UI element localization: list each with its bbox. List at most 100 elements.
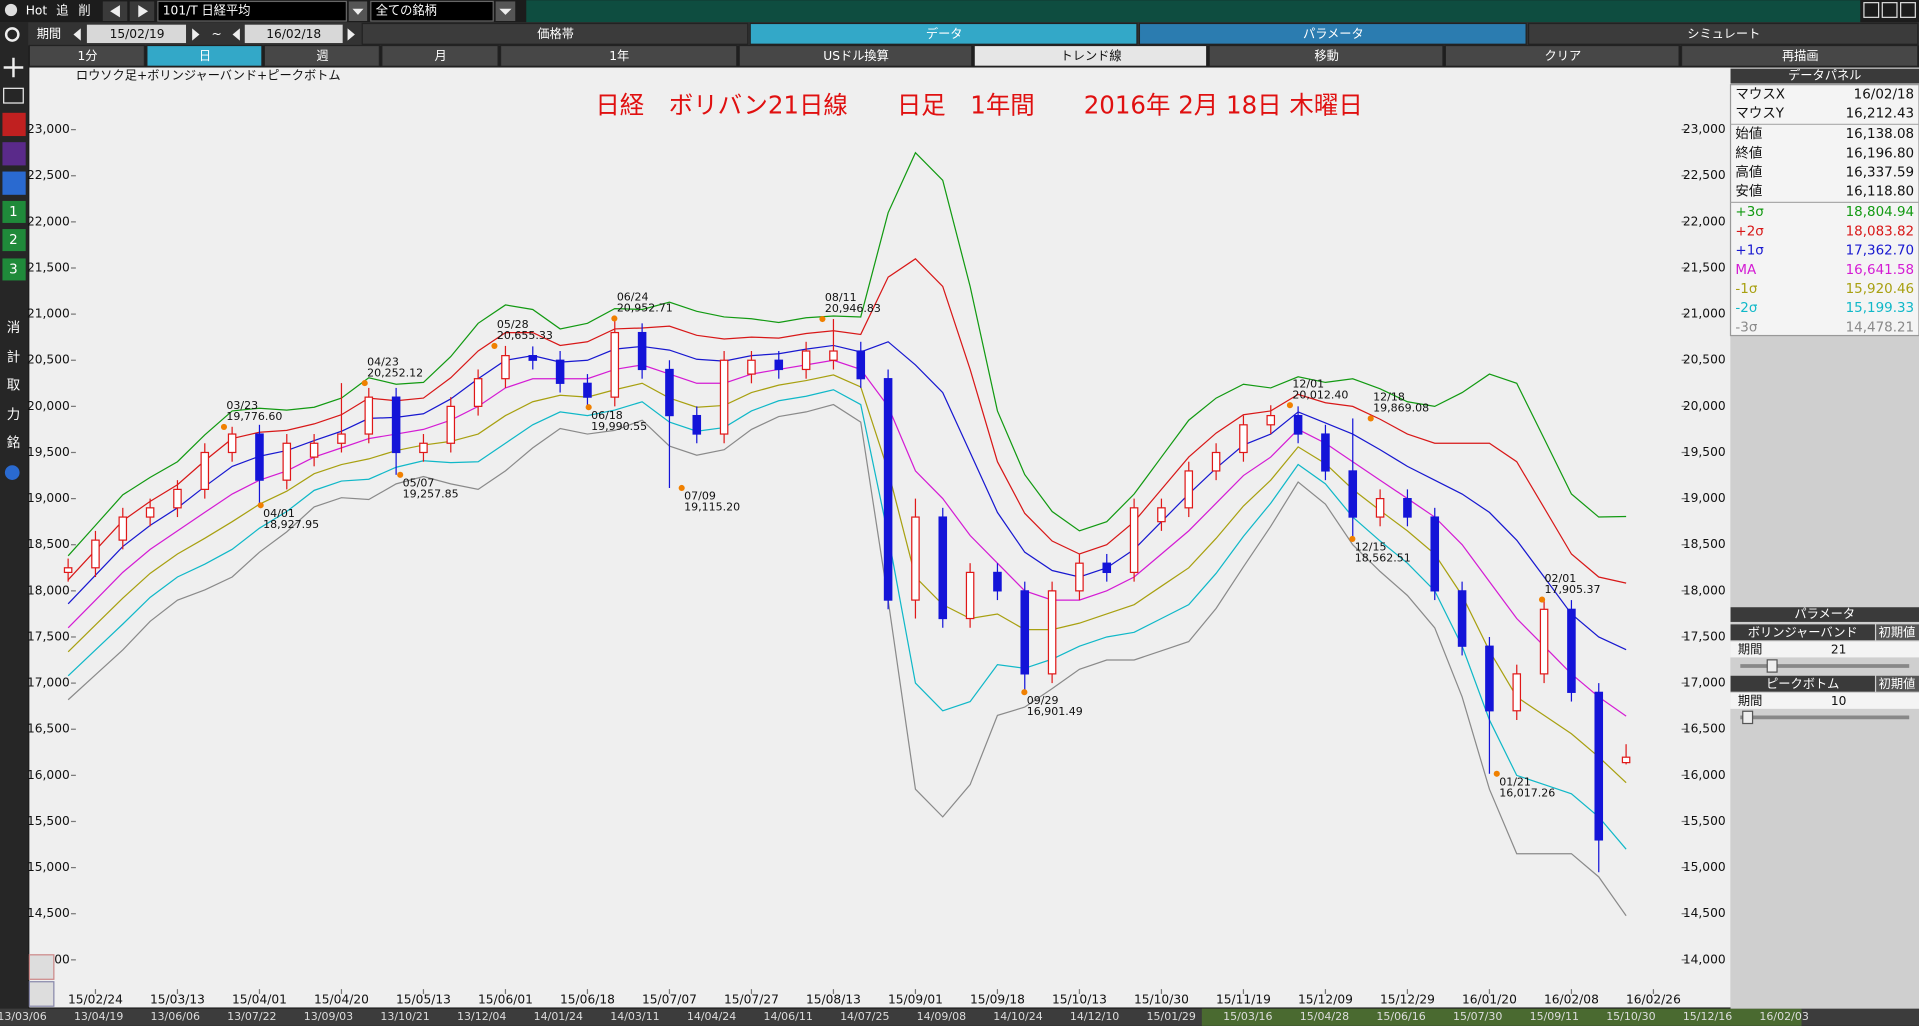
side-tool-label[interactable]: 銘 (7, 435, 20, 451)
annotation-value: 20,952.71 (617, 302, 673, 315)
data-row-value: 15,199.33 (1846, 301, 1914, 316)
data-row-label: 安値 (1735, 184, 1762, 200)
navigator-label: 13/06/06 (151, 1010, 200, 1023)
prev-arrow[interactable] (73, 28, 81, 41)
period-label: 期間 (37, 27, 61, 41)
preset-button[interactable] (2, 229, 26, 252)
side-tool-label[interactable]: 計 (7, 350, 20, 366)
slider-thumb[interactable] (1766, 659, 1778, 673)
tab[interactable] (749, 22, 1138, 45)
slider-thumb[interactable] (1742, 710, 1754, 725)
range-button[interactable] (738, 44, 973, 67)
candle-body (774, 359, 784, 371)
range-button[interactable] (973, 44, 1208, 67)
settings-tool[interactable] (4, 465, 20, 480)
to-input[interactable] (244, 24, 343, 44)
flag-tool[interactable] (2, 171, 26, 195)
maximize-button[interactable] (1881, 2, 1898, 18)
range-button[interactable] (28, 44, 146, 67)
param-value[interactable]: 21 (1831, 643, 1847, 657)
group-header (1730, 624, 1875, 641)
camera-tool[interactable] (3, 87, 24, 104)
reset-label[interactable]: 初期値 (1879, 624, 1916, 639)
add-button[interactable]: 追 (56, 3, 68, 18)
preset-button[interactable] (2, 200, 26, 223)
navigator-label: 13/12/04 (457, 1010, 506, 1023)
candle-body (91, 539, 100, 569)
range-button[interactable] (263, 44, 381, 67)
range-button[interactable] (1444, 44, 1680, 67)
navigator-label: 14/12/10 (1070, 1010, 1119, 1023)
side-tool-label[interactable]: 2 (9, 233, 18, 248)
x-tick-label: 15/12/29 (1380, 993, 1435, 1007)
data-row-label: マウスY (1735, 106, 1784, 122)
dropdown-arrow (499, 8, 512, 15)
data-row-label: +2σ (1735, 224, 1764, 239)
reset-button[interactable] (1876, 675, 1919, 692)
chart-panel (29, 67, 1731, 1008)
side-tool-label[interactable]: 消 (7, 320, 20, 336)
side-tool-label[interactable]: 3 (9, 262, 18, 277)
indicator-tool[interactable] (2, 142, 26, 166)
universe-input[interactable] (370, 0, 494, 22)
chart-tool[interactable] (2, 112, 26, 137)
candle-body (282, 442, 292, 481)
data-row-label: -1σ (1735, 282, 1757, 297)
reset-label[interactable]: 初期値 (1879, 676, 1916, 691)
candle-body (145, 507, 155, 518)
data-row-value: 16,138.08 (1846, 127, 1914, 142)
y-tick-label: 19,000 (27, 491, 70, 505)
annotation-value: 18,927.95 (263, 518, 319, 531)
candle-body (1375, 497, 1385, 518)
param-value[interactable]: 10 (1831, 694, 1847, 708)
mini-chart-icon[interactable] (28, 954, 55, 980)
search-tool[interactable] (4, 27, 20, 42)
candle-body (309, 442, 319, 458)
minimize-button[interactable] (1863, 2, 1880, 18)
symbol-input[interactable] (157, 0, 347, 22)
navigator-label: 14/03/11 (610, 1010, 659, 1023)
next-arrow[interactable] (347, 28, 355, 41)
crosshair-tool[interactable] (3, 57, 24, 78)
tab[interactable] (361, 22, 749, 45)
close-button[interactable] (1900, 2, 1916, 18)
prev-arrow (110, 5, 120, 18)
range-button[interactable] (146, 44, 263, 67)
reset-button[interactable] (1876, 624, 1919, 641)
candle-body (446, 405, 456, 444)
side-tool-label[interactable]: 取 (7, 379, 20, 394)
x-tick-label: 15/08/13 (806, 993, 861, 1007)
band-line (67, 403, 1627, 917)
tab[interactable] (1138, 22, 1527, 45)
navigator-label: 14/06/11 (763, 1010, 812, 1023)
candle-body (419, 442, 428, 454)
preset-button[interactable] (2, 258, 26, 281)
side-tool-label[interactable]: 1 (9, 205, 18, 220)
delete-button[interactable]: 削 (78, 4, 90, 18)
annotation-value: 19,115.20 (684, 501, 740, 514)
next-arrow[interactable] (192, 28, 200, 41)
peak-marker (1286, 402, 1293, 409)
candle-body (473, 378, 483, 407)
mini-chart-icon[interactable] (28, 981, 55, 1007)
hot-button[interactable]: Hot (26, 4, 48, 18)
range-button[interactable] (381, 44, 499, 67)
annotation-value: 19,257.85 (403, 487, 459, 500)
navigator-label: 15/12/16 (1683, 1010, 1732, 1023)
tab[interactable] (1527, 22, 1919, 45)
range-button[interactable] (1208, 44, 1444, 67)
candle-body (255, 433, 264, 481)
data-row-value: 16/02/18 (1854, 87, 1914, 102)
y-tick-label-right: 22,000 (1683, 214, 1726, 228)
data-row-value: 15,920.46 (1846, 282, 1914, 297)
x-tick-label: 15/07/07 (642, 993, 697, 1007)
from-input[interactable] (86, 24, 187, 44)
range-button[interactable] (499, 44, 738, 67)
prev-arrow[interactable] (232, 28, 240, 41)
range-button[interactable] (1680, 44, 1919, 67)
side-tool-label[interactable]: 力 (7, 407, 20, 423)
candle-body (1157, 507, 1166, 523)
candle-body (993, 571, 1002, 592)
navigator-window[interactable] (1201, 1008, 1802, 1026)
navigator-label: 15/10/30 (1606, 1010, 1655, 1023)
